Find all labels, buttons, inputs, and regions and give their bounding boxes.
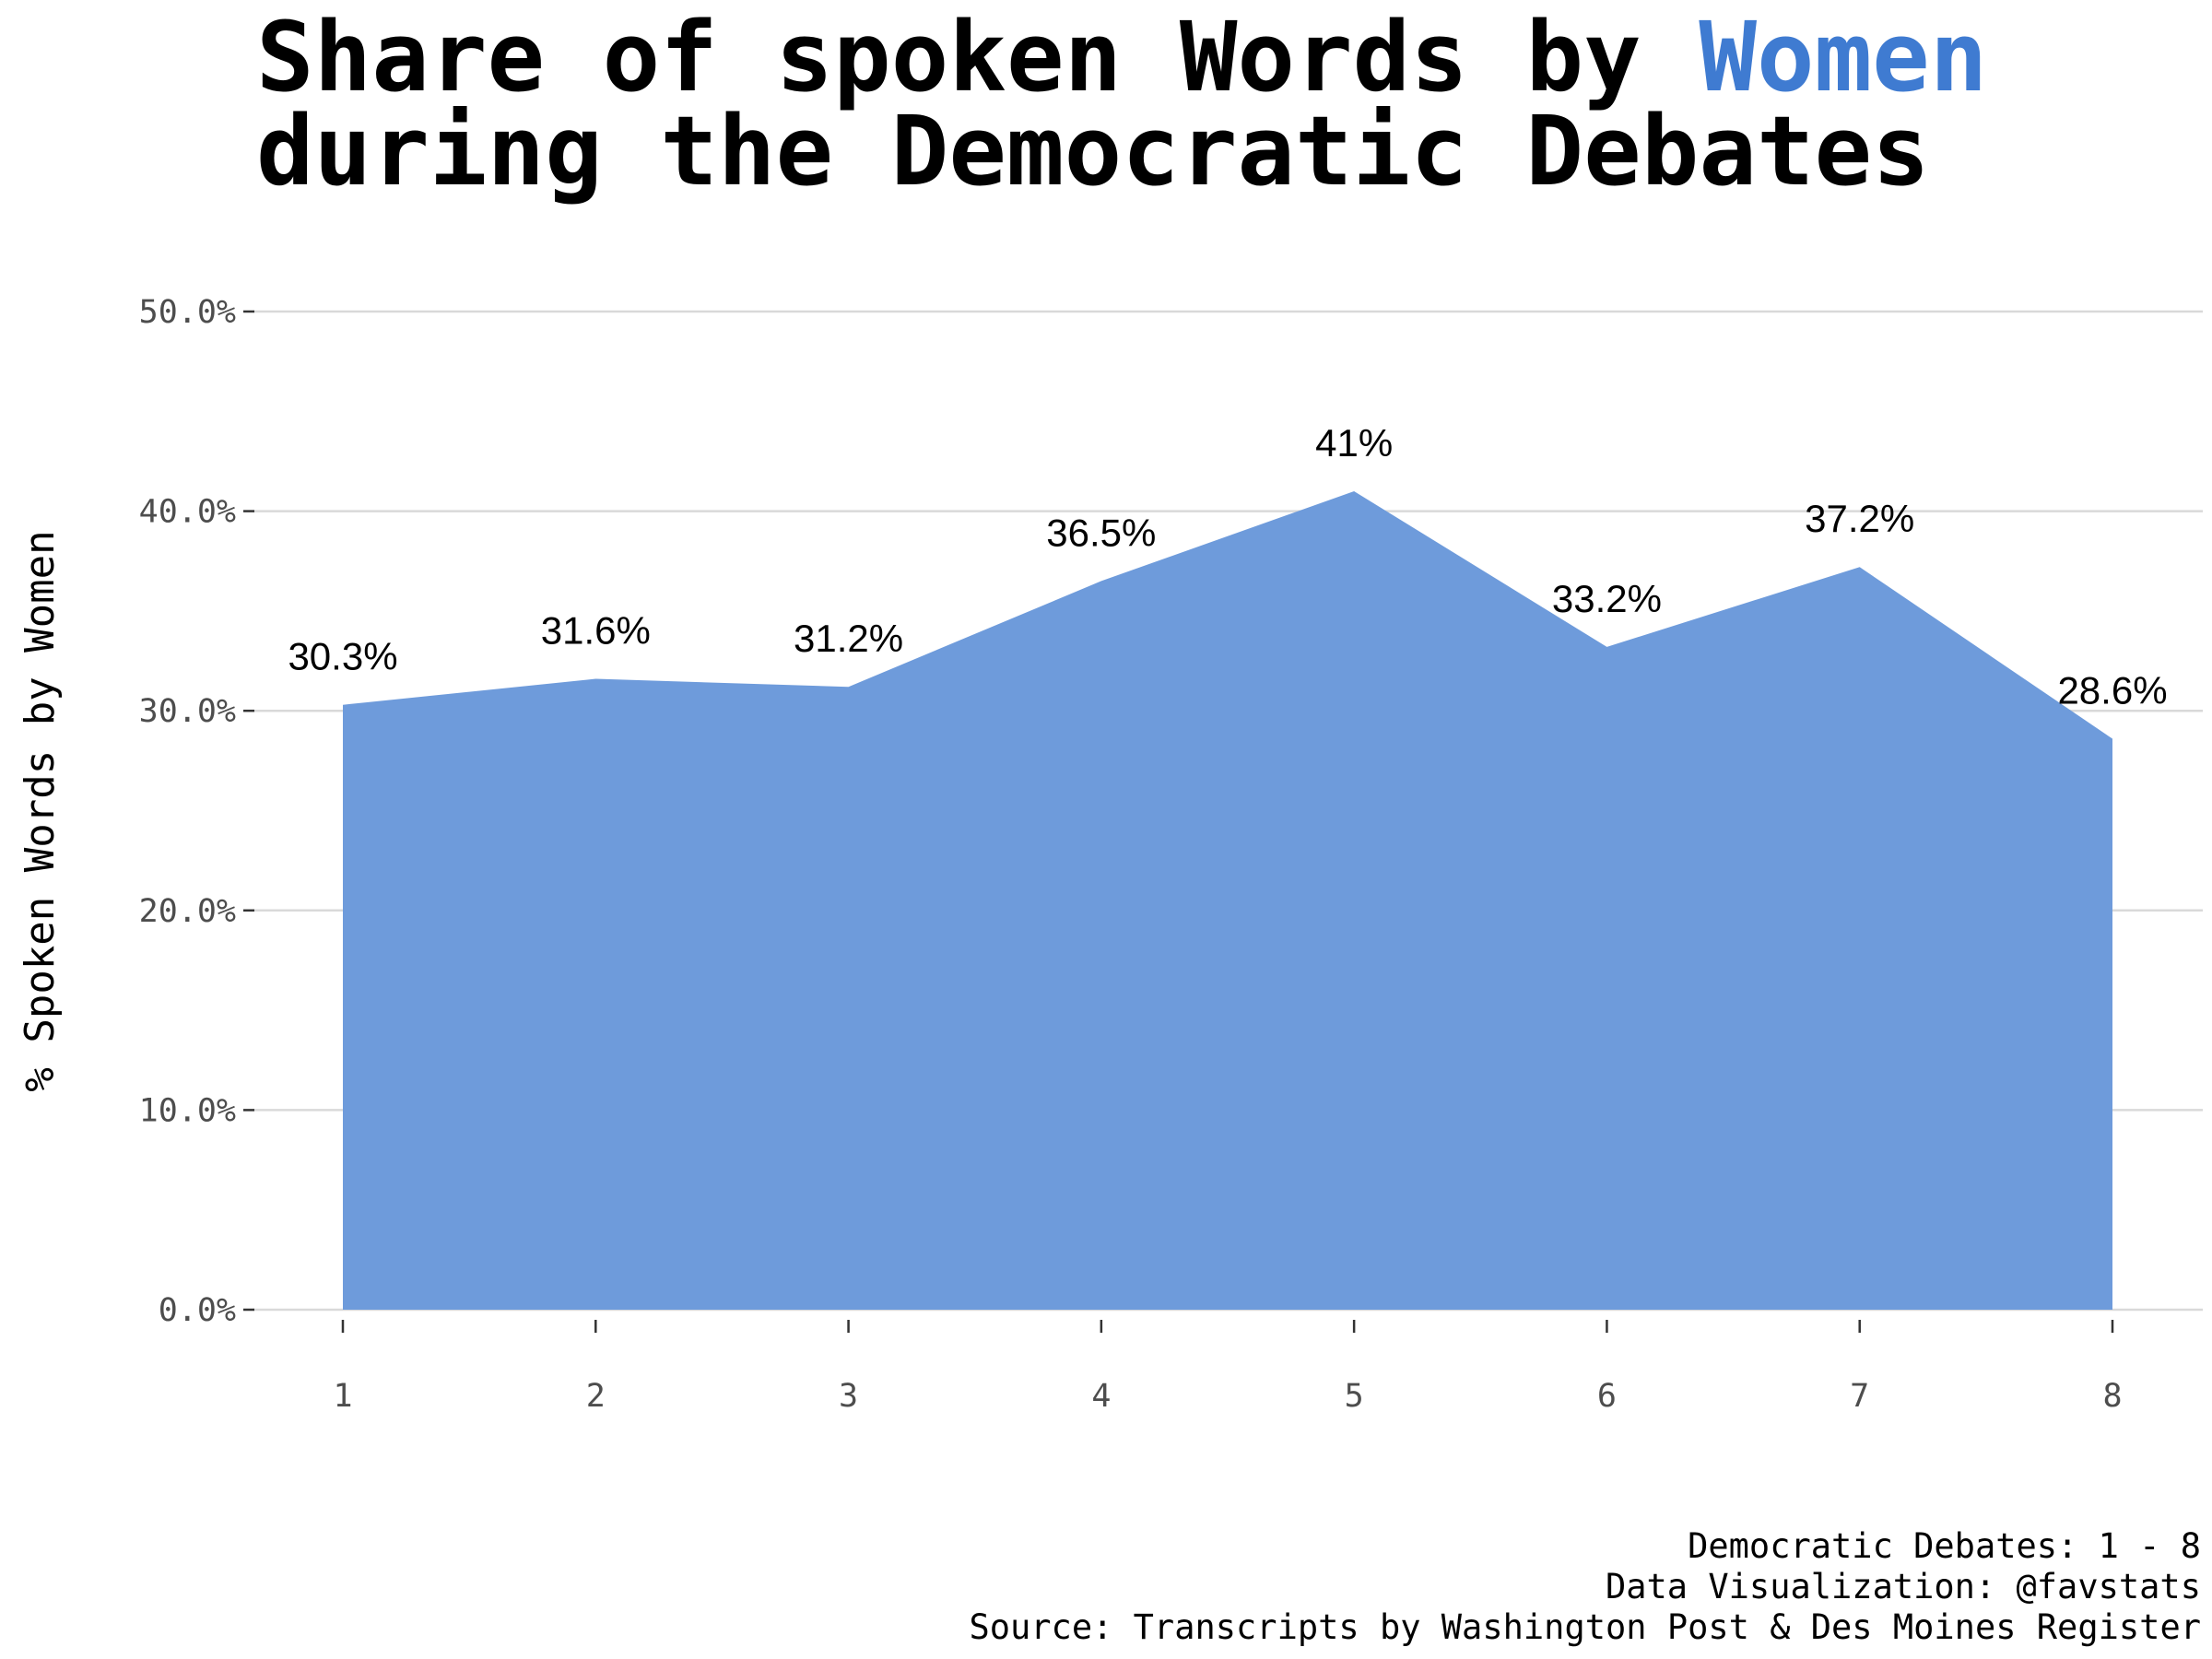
y-axis-label: % Spoken Words by Women (17, 530, 64, 1091)
data-label: 30.3% (288, 635, 397, 678)
data-labels: 30.3% 31.6% 31.2% 36.5% 41% 33.2% 37.2% 28.6% (288, 421, 2167, 712)
data-label: 36.5% (1046, 511, 1156, 554)
x-tick-label: 8 (2102, 1378, 2122, 1415)
chart-title-prefix: Share of spoken Words by (256, 1, 1699, 113)
chart-title-line2: during the Democratic Debates (256, 95, 1930, 207)
data-label: 33.2% (1552, 577, 1662, 620)
x-tick-label: 5 (1345, 1378, 1364, 1415)
data-label: 31.2% (794, 617, 903, 660)
data-label: 28.6% (2057, 669, 2167, 712)
y-axis: 0.0% 10.0% 20.0% 30.0% 40.0% 50.0% (139, 294, 254, 1329)
x-tick-label: 4 (1091, 1378, 1111, 1415)
y-tick-label: 0.0% (159, 1292, 236, 1329)
chart-title-highlight: Women (1699, 1, 1987, 113)
data-label: 37.2% (1805, 497, 1914, 540)
y-tick-label: 20.0% (139, 893, 236, 930)
caption-line2: Data Visualization: @favstats (1606, 1567, 2201, 1606)
y-tick-label: 10.0% (139, 1092, 236, 1129)
x-axis: 1 2 3 4 5 6 7 8 (333, 1320, 2123, 1415)
y-tick-label: 50.0% (139, 294, 236, 331)
x-tick-label: 1 (333, 1378, 352, 1415)
x-tick-label: 7 (1850, 1378, 1869, 1415)
y-tick-label: 40.0% (139, 494, 236, 531)
chart-title-line1: Share of spoken Words by Women (256, 1, 1987, 113)
x-tick-label: 6 (1597, 1378, 1617, 1415)
data-label: 41% (1315, 421, 1393, 465)
x-tick-label: 2 (586, 1378, 606, 1415)
caption-line1: Democratic Debates: 1 - 8 (1688, 1526, 2201, 1566)
x-tick-label: 3 (839, 1378, 858, 1415)
y-tick-label: 30.0% (139, 693, 236, 730)
caption-line3: Source: Transcripts by Washington Post &… (969, 1607, 2201, 1647)
data-label: 31.6% (541, 609, 651, 653)
area-series (343, 490, 2112, 1310)
